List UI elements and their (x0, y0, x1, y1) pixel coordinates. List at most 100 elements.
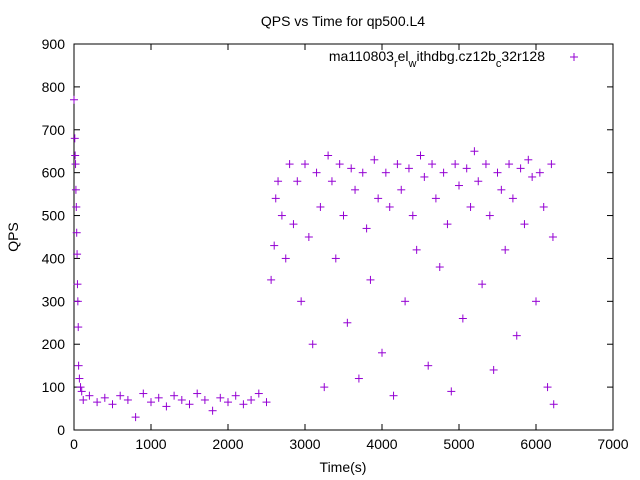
data-point (224, 398, 232, 407)
y-axis: 0 100 200 300 400 500 600 700 800 900 (42, 36, 613, 438)
data-point (270, 241, 279, 250)
data-point (493, 168, 502, 177)
data-point (208, 406, 217, 415)
data-point (70, 134, 79, 143)
data-point (497, 185, 506, 194)
legend-label-part: w (408, 58, 417, 70)
data-point (524, 155, 533, 164)
data-point (347, 164, 356, 173)
legend-label: ma110803relwithdbg.cz12bc32r128 (329, 48, 545, 70)
data-point (147, 398, 155, 407)
x-tick-label: 2000 (212, 436, 243, 452)
data-point (71, 160, 80, 169)
data-point (543, 383, 552, 392)
data-point (200, 395, 209, 404)
x-tick-label: 4000 (366, 436, 397, 452)
data-point (485, 211, 494, 220)
data-point (481, 160, 490, 169)
data-point (73, 250, 82, 259)
data-point (285, 160, 294, 169)
data-point (271, 194, 280, 203)
y-tick-label: 400 (42, 250, 66, 266)
data-point (535, 168, 544, 177)
data-point (548, 233, 557, 241)
data-point (71, 151, 80, 160)
x-tick-label: 7000 (597, 436, 628, 452)
data-point (289, 220, 298, 229)
data-point (170, 391, 179, 400)
y-tick-label: 100 (42, 379, 66, 395)
data-point (116, 391, 125, 400)
data-point (351, 185, 360, 194)
data-point (308, 340, 317, 349)
data-point (408, 211, 417, 220)
x-axis: 0 1000 2000 3000 4000 5000 6000 7000 (70, 44, 629, 452)
y-axis-label: QPS (5, 222, 21, 252)
legend-label-part: ithdbg.cz12b (417, 48, 497, 64)
data-point (397, 185, 406, 194)
legend-label-part: 32r128 (501, 48, 545, 64)
data-point (281, 254, 290, 263)
data-point (443, 220, 452, 229)
data-point (532, 297, 540, 306)
data-point (424, 361, 433, 370)
chart-title: QPS vs Time for qp500.L4 (261, 13, 425, 29)
data-point (431, 194, 440, 203)
x-tick-label: 6000 (520, 436, 551, 452)
data-point (378, 348, 386, 357)
series-points (70, 95, 558, 422)
x-tick-label: 0 (70, 436, 78, 452)
data-point (100, 393, 109, 402)
data-point (274, 177, 283, 186)
data-point (79, 395, 88, 404)
data-point (466, 202, 475, 211)
data-point (455, 181, 463, 190)
y-tick-label: 600 (42, 165, 66, 181)
data-point (381, 168, 390, 177)
legend-label-part: el (398, 48, 409, 64)
data-point (528, 172, 537, 181)
y-tick-label: 700 (42, 122, 66, 138)
data-point (239, 400, 248, 409)
data-point (72, 228, 81, 237)
data-point (462, 164, 471, 173)
data-point (73, 297, 82, 306)
data-point (458, 314, 467, 323)
data-point (439, 168, 448, 177)
data-point (312, 168, 321, 177)
data-point (362, 224, 371, 233)
data-point (489, 365, 498, 374)
data-point (72, 202, 81, 211)
y-tick-label: 500 (42, 208, 66, 224)
data-point (123, 395, 132, 404)
data-point (74, 323, 83, 332)
data-point (70, 95, 78, 104)
data-point (177, 395, 186, 404)
legend: ma110803relwithdbg.cz12bc32r128 (329, 48, 578, 70)
data-point (108, 400, 117, 409)
data-point (74, 361, 83, 370)
data-point (139, 389, 148, 398)
data-point (505, 160, 514, 169)
y-tick-label: 900 (42, 36, 66, 52)
data-point (320, 383, 329, 392)
data-point (293, 177, 302, 186)
data-point (404, 164, 413, 173)
data-point (358, 168, 367, 177)
data-point (76, 383, 85, 392)
data-point (324, 151, 333, 160)
data-point (401, 297, 410, 306)
data-point (354, 374, 363, 383)
data-point (447, 387, 456, 396)
x-tick-label: 3000 (289, 436, 320, 452)
data-point (512, 331, 521, 340)
data-point (508, 194, 517, 203)
plot-frame (73, 43, 614, 431)
data-point (331, 254, 340, 263)
data-point (470, 147, 479, 156)
data-point (85, 391, 94, 400)
data-point (93, 398, 102, 407)
data-point (366, 275, 375, 284)
x-tick-label: 1000 (135, 436, 166, 452)
